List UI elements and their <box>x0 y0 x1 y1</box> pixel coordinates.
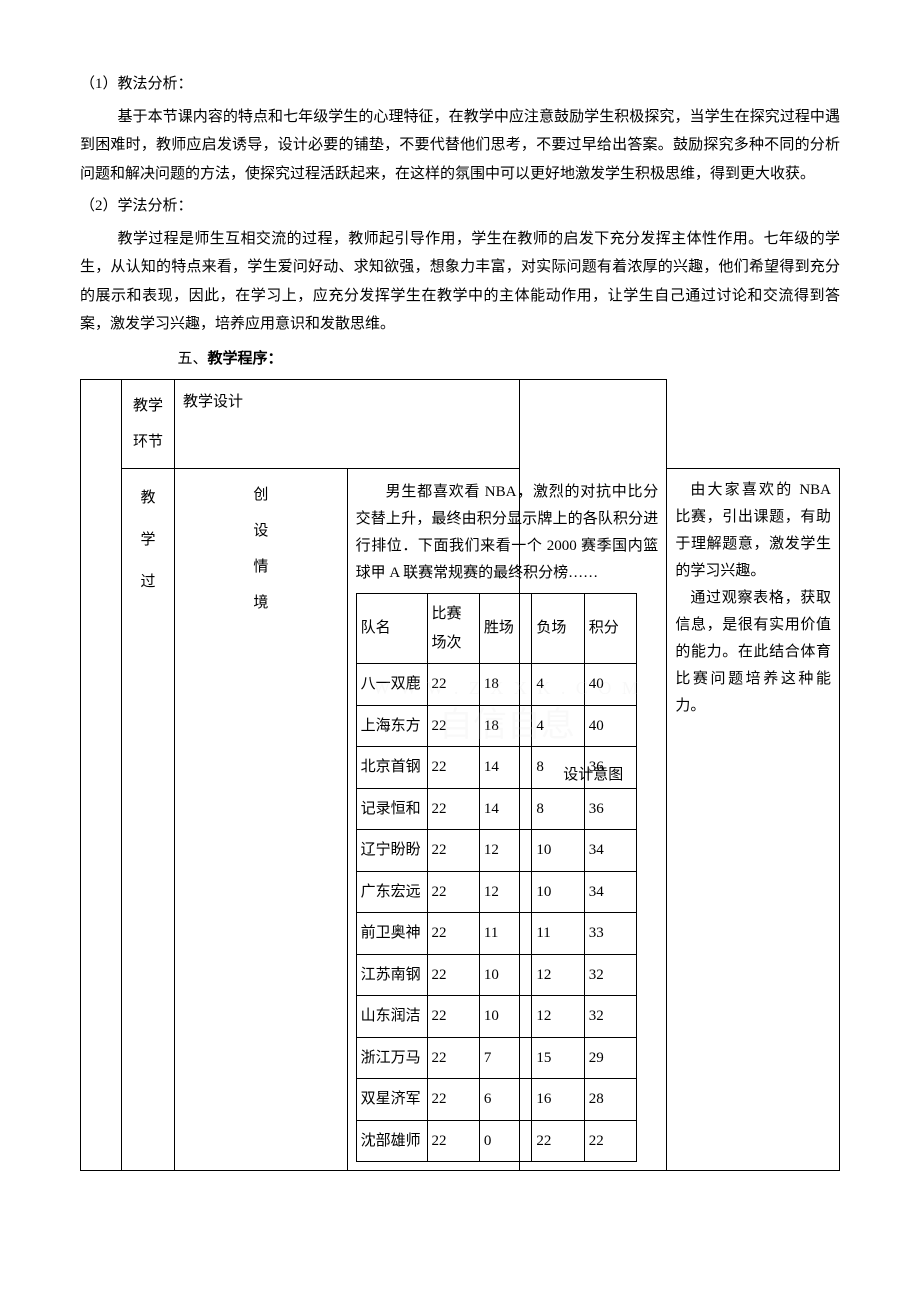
standings-cell: 18 <box>479 664 531 706</box>
standings-cell: 22 <box>427 788 479 830</box>
standings-cell: 7 <box>479 1037 531 1079</box>
table-row: 北京首钢2214836 <box>356 747 636 789</box>
header-stage: 教学环节 <box>122 380 175 469</box>
standings-cell: 34 <box>584 830 636 872</box>
standings-header-cell: 队名 <box>356 594 427 664</box>
standings-cell: 28 <box>584 1079 636 1121</box>
standings-cell: 北京首钢 <box>356 747 427 789</box>
standings-header-cell: 负场 <box>532 594 584 664</box>
standings-cell: 12 <box>479 830 531 872</box>
standings-header-cell: 积分 <box>584 594 636 664</box>
standings-cell: 10 <box>532 871 584 913</box>
standings-table: 队名比赛场次胜场负场积分八一双鹿2218440上海东方2218440北京首钢22… <box>356 593 637 1162</box>
standings-cell: 15 <box>532 1037 584 1079</box>
standings-cell: 4 <box>532 664 584 706</box>
header-design: 教学设计 <box>175 380 520 469</box>
stage-column-label: 创设情境 <box>175 469 348 1171</box>
header-blank <box>81 380 122 1171</box>
learning-analysis-body: 教学过程是师生互相交流的过程，教师起引导作用，学生在教师的启发下充分发挥主体性作… <box>80 225 840 339</box>
standings-cell: 14 <box>479 747 531 789</box>
standings-cell: 10 <box>479 996 531 1038</box>
table-row: 浙江万马2271529 <box>356 1037 636 1079</box>
standings-cell: 10 <box>532 830 584 872</box>
standings-cell: 22 <box>427 913 479 955</box>
standings-header-cell: 比赛场次 <box>427 594 479 664</box>
standings-cell: 34 <box>584 871 636 913</box>
standings-cell: 12 <box>532 996 584 1038</box>
standings-cell: 22 <box>427 664 479 706</box>
table-row: 上海东方2218440 <box>356 705 636 747</box>
intent-paragraph: 通过观察表格，获取信息，是很有实用价值的能力。在此结合体育比赛问题培养这种能力。 <box>675 585 831 720</box>
standings-cell: 10 <box>479 954 531 996</box>
standings-cell: 36 <box>584 788 636 830</box>
standings-cell: 40 <box>584 705 636 747</box>
standings-cell: 22 <box>427 1037 479 1079</box>
standings-cell: 12 <box>532 954 584 996</box>
standings-cell: 29 <box>584 1037 636 1079</box>
standings-cell: 浙江万马 <box>356 1037 427 1079</box>
standings-cell: 山东润洁 <box>356 996 427 1038</box>
standings-cell: 4 <box>532 705 584 747</box>
standings-cell: 16 <box>532 1079 584 1121</box>
standings-cell: 32 <box>584 996 636 1038</box>
standings-cell: 14 <box>479 788 531 830</box>
section-title: 五、教学程序： <box>178 345 841 374</box>
standings-cell: 22 <box>584 1120 636 1162</box>
standings-cell: 辽宁盼盼 <box>356 830 427 872</box>
design-content-cell: W W W . Z X X K . C O M 自信自息 男生都喜欢看 NBA，… <box>347 469 667 1171</box>
intent-paragraph: 由大家喜欢的 NBA 比赛，引出课题，有助于理解题意，激发学生的学习兴趣。 <box>675 477 831 585</box>
standings-cell: 22 <box>427 871 479 913</box>
standings-cell: 记录恒和 <box>356 788 427 830</box>
standings-cell: 32 <box>584 954 636 996</box>
table-row: 前卫奥神22111133 <box>356 913 636 955</box>
standings-cell: 18 <box>479 705 531 747</box>
standings-cell: 6 <box>479 1079 531 1121</box>
learning-analysis-head: （2）学法分析： <box>80 192 840 221</box>
table-row: 山东润洁22101232 <box>356 996 636 1038</box>
method-analysis-head: （1）教法分析： <box>80 70 840 99</box>
section-number: 五、 <box>178 351 208 367</box>
standings-cell: 33 <box>584 913 636 955</box>
standings-cell: 22 <box>427 954 479 996</box>
standings-cell: 36 <box>584 747 636 789</box>
section-label: 教学程序： <box>208 351 283 367</box>
standings-cell: 11 <box>479 913 531 955</box>
table-row: 辽宁盼盼22121034 <box>356 830 636 872</box>
intro-text: 男生都喜欢看 NBA，激烈的对抗中比分交替上升，最终由积分显示牌上的各队积分进行… <box>356 479 659 587</box>
standings-cell: 22 <box>427 830 479 872</box>
standings-cell: 8 <box>532 788 584 830</box>
standings-cell: 11 <box>532 913 584 955</box>
table-row: 江苏南钢22101232 <box>356 954 636 996</box>
table-row: 八一双鹿2218440 <box>356 664 636 706</box>
standings-cell: 22 <box>427 996 479 1038</box>
method-analysis-body: 基于本节课内容的特点和七年级学生的心理特征，在教学中应注意鼓励学生积极探究，当学… <box>80 103 840 189</box>
standings-cell: 22 <box>427 1120 479 1162</box>
standings-cell: 双星济军 <box>356 1079 427 1121</box>
standings-cell: 沈部雄师 <box>356 1120 427 1162</box>
table-row: 沈部雄师2202222 <box>356 1120 636 1162</box>
table-row: 双星济军2261628 <box>356 1079 636 1121</box>
standings-cell: 22 <box>427 705 479 747</box>
standings-cell: 上海东方 <box>356 705 427 747</box>
standings-cell: 22 <box>532 1120 584 1162</box>
standings-cell: 40 <box>584 664 636 706</box>
standings-cell: 江苏南钢 <box>356 954 427 996</box>
standings-header-cell: 胜场 <box>479 594 531 664</box>
left-column-label: 教学过 <box>122 469 175 1171</box>
standings-cell: 22 <box>427 1079 479 1121</box>
standings-cell: 12 <box>479 871 531 913</box>
lesson-plan-table: 教学环节 教学设计 设计意图 教学过 创设情境 W W W . Z X X K … <box>80 379 840 1171</box>
standings-cell: 22 <box>427 747 479 789</box>
table-row: 广东宏远22121034 <box>356 871 636 913</box>
standings-cell: 广东宏远 <box>356 871 427 913</box>
standings-cell: 前卫奥神 <box>356 913 427 955</box>
table-row: 记录恒和2214836 <box>356 788 636 830</box>
standings-cell: 0 <box>479 1120 531 1162</box>
standings-cell: 8 <box>532 747 584 789</box>
standings-cell: 八一双鹿 <box>356 664 427 706</box>
intent-text-cell: 由大家喜欢的 NBA 比赛，引出课题，有助于理解题意，激发学生的学习兴趣。通过观… <box>667 469 840 1171</box>
